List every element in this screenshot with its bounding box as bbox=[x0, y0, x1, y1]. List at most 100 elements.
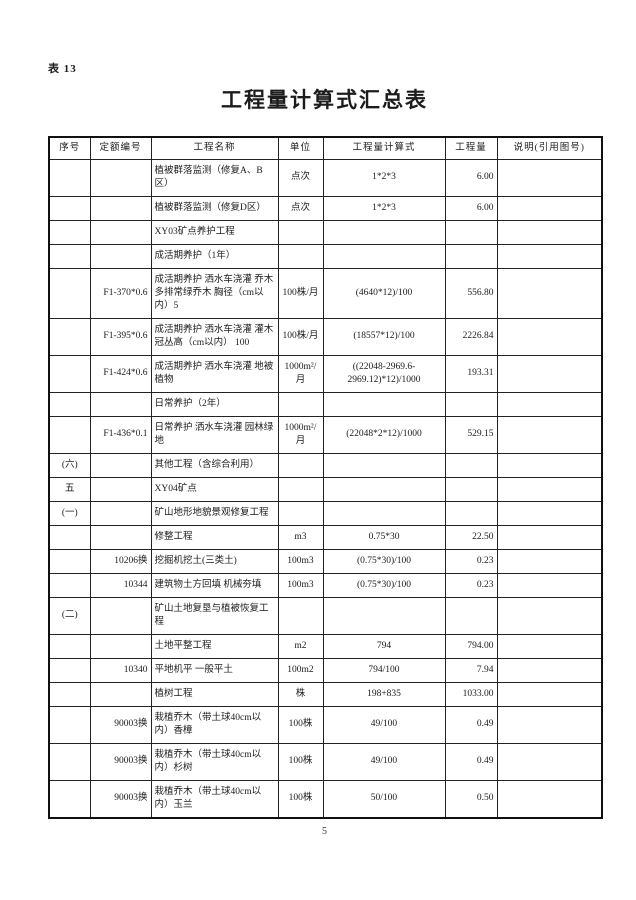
cell-sn: (一) bbox=[48, 500, 91, 526]
cell-unit: 100株 bbox=[277, 742, 324, 781]
summary-table: 序号 定额编号 工程名称 单位 工程量计算式 工程量 说明(引用图号) 植被群落… bbox=[48, 136, 603, 819]
cell-formula: (0.75*30)/100 bbox=[322, 572, 446, 598]
cell-code bbox=[89, 524, 152, 550]
cell-formula: 50/100 bbox=[322, 779, 446, 818]
cell-formula: (0.75*30)/100 bbox=[322, 548, 446, 574]
cell-note bbox=[496, 681, 603, 707]
cell-formula bbox=[322, 500, 446, 526]
cell-note bbox=[496, 354, 603, 393]
cell-qty: 2226.84 bbox=[444, 317, 498, 356]
cell-formula: 794/100 bbox=[322, 657, 446, 683]
table-row: 10206换 挖掘机挖土(三类土) 100m3 (0.75*30)/100 0.23 bbox=[48, 548, 603, 574]
cell-sn bbox=[48, 681, 91, 707]
table-row: F1-395*0.6 成活期养护 洒水车浇灌 灌木 冠丛高（cm以内） 100 10… bbox=[48, 317, 603, 356]
cell-sn bbox=[48, 657, 91, 683]
cell-formula: ((22048-2969.6-2969.12)*12)/1000 bbox=[322, 354, 446, 393]
cell-qty bbox=[444, 243, 498, 269]
cell-code: 10340 bbox=[89, 657, 152, 683]
cell-name: 矿山地形地貌景观修复工程 bbox=[150, 500, 279, 526]
header-serial-number: 序号 bbox=[48, 136, 91, 160]
cell-name: 成活期养护 洒水车浇灌 乔木 多排常绿乔木 胸径（cm以内）5 bbox=[150, 267, 279, 319]
cell-qty: 529.15 bbox=[444, 415, 498, 454]
cell-note bbox=[496, 158, 603, 197]
cell-code: F1-424*0.6 bbox=[89, 354, 152, 393]
header-project-name: 工程名称 bbox=[150, 136, 279, 160]
cell-code: F1-436*0.1 bbox=[89, 415, 152, 454]
cell-note bbox=[496, 243, 603, 269]
table-row: 10344 建筑物土方回填 机械夯填 100m3 (0.75*30)/100 0.23 bbox=[48, 572, 603, 598]
cell-sn: 五 bbox=[48, 476, 91, 502]
cell-code: F1-395*0.6 bbox=[89, 317, 152, 356]
cell-unit: m2 bbox=[277, 633, 324, 659]
cell-unit bbox=[277, 452, 324, 478]
cell-sn bbox=[48, 243, 91, 269]
cell-qty bbox=[444, 500, 498, 526]
cell-unit: 100株 bbox=[277, 779, 324, 818]
cell-name: 日常养护（2年） bbox=[150, 391, 279, 417]
cell-sn bbox=[48, 524, 91, 550]
header-quota-code: 定额编号 bbox=[89, 136, 152, 160]
cell-unit: 株 bbox=[277, 681, 324, 707]
cell-unit: 100株 bbox=[277, 705, 324, 744]
cell-name: 平地机平 一般平土 bbox=[150, 657, 279, 683]
table-row: 土地平整工程 m2 794 794.00 bbox=[48, 633, 603, 659]
cell-unit: 点次 bbox=[277, 158, 324, 197]
table-row: 日常养护（2年） bbox=[48, 391, 603, 417]
table-row: 植被群落监测（修复A、B区） 点次 1*2*3 6.00 bbox=[48, 158, 603, 197]
cell-qty: 6.00 bbox=[444, 158, 498, 197]
table-number-label: 表 13 bbox=[48, 63, 77, 75]
cell-code bbox=[89, 596, 152, 635]
cell-note bbox=[496, 596, 603, 635]
cell-note bbox=[496, 742, 603, 781]
cell-name: 成活期养护（1年） bbox=[150, 243, 279, 269]
cell-formula: 0.75*30 bbox=[322, 524, 446, 550]
cell-qty bbox=[444, 452, 498, 478]
table-header-row: 序号 定额编号 工程名称 单位 工程量计算式 工程量 说明(引用图号) bbox=[48, 136, 603, 160]
cell-sn bbox=[48, 633, 91, 659]
cell-sn: (六) bbox=[48, 452, 91, 478]
cell-code bbox=[89, 243, 152, 269]
table-row: 90003换 栽植乔木（带土球40cm以内）玉兰 100株 50/100 0.50 bbox=[48, 779, 603, 818]
table-row: F1-370*0.6 成活期养护 洒水车浇灌 乔木 多排常绿乔木 胸径（cm以内）… bbox=[48, 267, 603, 319]
cell-qty: 0.50 bbox=[444, 779, 498, 818]
cell-note bbox=[496, 391, 603, 417]
cell-code: 10206换 bbox=[89, 548, 152, 574]
cell-unit bbox=[277, 219, 324, 245]
cell-name: 植被群落监测（修复A、B区） bbox=[150, 158, 279, 197]
cell-name: 修整工程 bbox=[150, 524, 279, 550]
cell-name: 植被群落监测（修复D区） bbox=[150, 195, 279, 221]
cell-formula bbox=[322, 391, 446, 417]
cell-note bbox=[496, 705, 603, 744]
cell-code bbox=[89, 500, 152, 526]
cell-unit bbox=[277, 243, 324, 269]
table-row: (六) 其他工程（含综合利用） bbox=[48, 452, 603, 478]
cell-unit bbox=[277, 500, 324, 526]
cell-name: 成活期养护 洒水车浇灌 地被植物 bbox=[150, 354, 279, 393]
cell-code: 90003换 bbox=[89, 779, 152, 818]
cell-note bbox=[496, 452, 603, 478]
cell-formula: 1*2*3 bbox=[322, 158, 446, 197]
table-row: 成活期养护（1年） bbox=[48, 243, 603, 269]
cell-name: 栽植乔木（带土球40cm以内）杉树 bbox=[150, 742, 279, 781]
cell-sn bbox=[48, 742, 91, 781]
cell-qty bbox=[444, 391, 498, 417]
cell-qty bbox=[444, 219, 498, 245]
cell-formula bbox=[322, 219, 446, 245]
cell-qty: 7.94 bbox=[444, 657, 498, 683]
cell-note bbox=[496, 500, 603, 526]
cell-code bbox=[89, 391, 152, 417]
cell-code bbox=[89, 633, 152, 659]
table-row: (一) 矿山地形地貌景观修复工程 bbox=[48, 500, 603, 526]
table-row: 90003换 栽植乔木（带土球40cm以内）杉树 100株 49/100 0.49 bbox=[48, 742, 603, 781]
cell-note bbox=[496, 633, 603, 659]
cell-sn bbox=[48, 415, 91, 454]
cell-name: 矿山土地复垦与植被恢复工程 bbox=[150, 596, 279, 635]
cell-code bbox=[89, 219, 152, 245]
cell-qty: 0.23 bbox=[444, 548, 498, 574]
cell-name: 挖掘机挖土(三类土) bbox=[150, 548, 279, 574]
table-row: 10340 平地机平 一般平土 100m2 794/100 7.94 bbox=[48, 657, 603, 683]
cell-formula: 198+835 bbox=[322, 681, 446, 707]
cell-unit: m3 bbox=[277, 524, 324, 550]
cell-sn bbox=[48, 779, 91, 818]
cell-code bbox=[89, 158, 152, 197]
